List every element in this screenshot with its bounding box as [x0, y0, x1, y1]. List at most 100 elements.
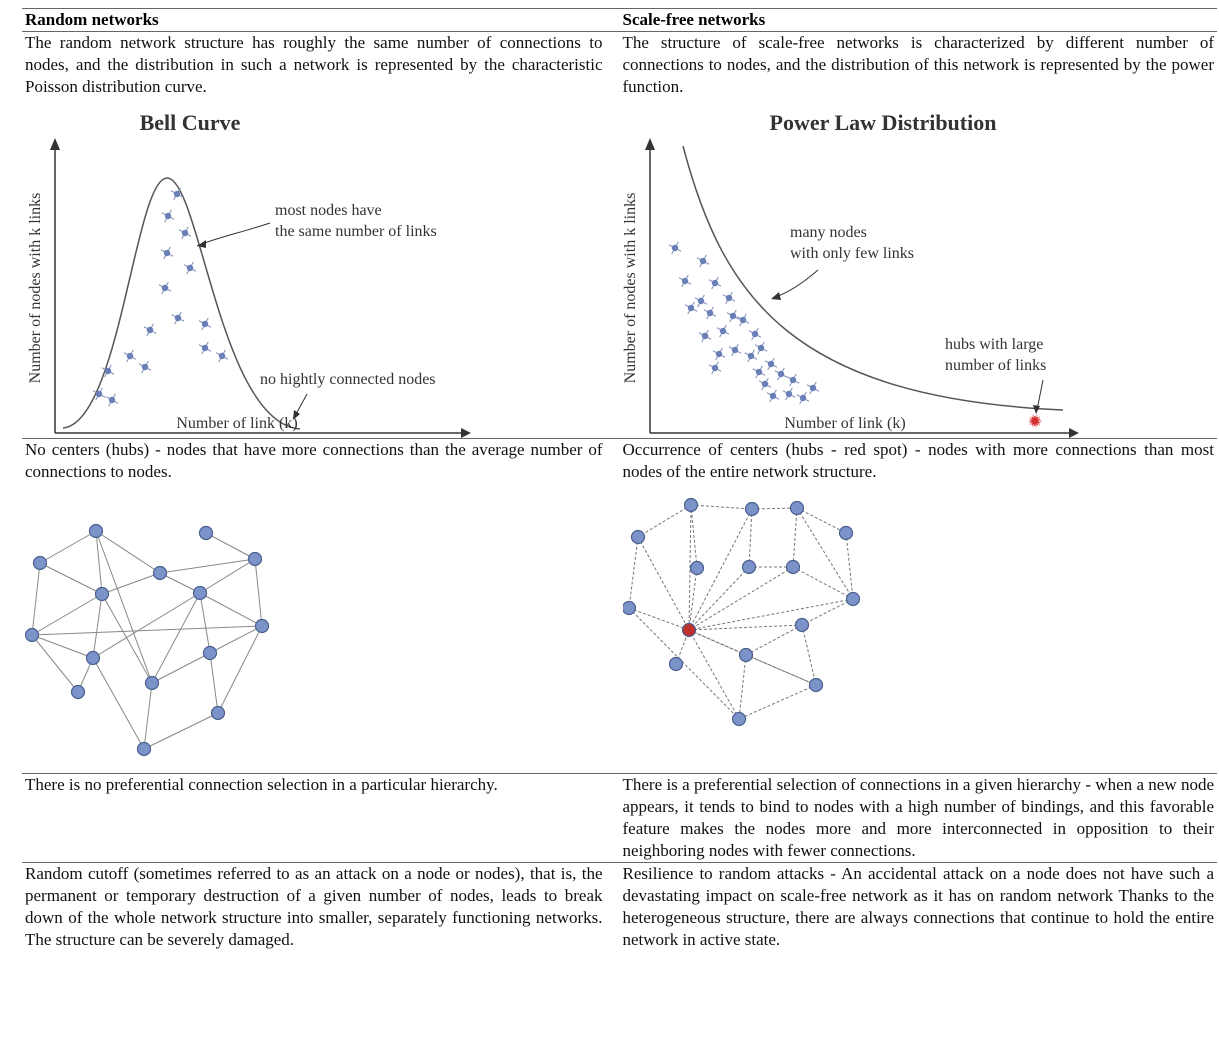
node: [711, 280, 717, 286]
node: [729, 313, 735, 319]
node: [681, 278, 687, 284]
node: [164, 250, 170, 256]
node: [142, 364, 148, 370]
edge: [160, 559, 255, 573]
node: [202, 321, 208, 327]
edge: [93, 658, 144, 749]
node: [739, 317, 745, 323]
node: [715, 351, 721, 357]
node: [809, 679, 822, 692]
node: [147, 327, 153, 333]
node: [202, 345, 208, 351]
edge: [32, 563, 40, 635]
node: [669, 658, 682, 671]
node: [769, 393, 775, 399]
y-axis-label: Number of nodes with k links: [27, 193, 44, 384]
bell-curve-figure: Bell Curve Number of nodes with k links …: [25, 98, 610, 438]
edge: [629, 608, 739, 719]
node: [742, 561, 755, 574]
edge: [255, 559, 262, 626]
node: [105, 368, 111, 374]
node: [200, 527, 213, 540]
node: [87, 652, 100, 665]
node: [701, 333, 707, 339]
node: [761, 381, 767, 387]
node: [789, 377, 795, 383]
node: [187, 265, 193, 271]
node: [747, 353, 753, 359]
node: [757, 345, 763, 351]
node: [90, 525, 103, 538]
node: [785, 391, 791, 397]
cell-text: The random network structure has roughly…: [25, 32, 603, 98]
node: [751, 331, 757, 337]
node: [846, 593, 859, 606]
edge: [797, 508, 846, 533]
node: [127, 353, 133, 359]
node: [697, 298, 703, 304]
node: [175, 315, 181, 321]
node: [790, 502, 803, 515]
annotation: no hightly connected nodes: [260, 371, 436, 388]
edge: [200, 559, 255, 593]
edge: [32, 626, 262, 635]
node: [725, 295, 731, 301]
x-axis-label: Number of link (k): [784, 415, 905, 432]
node: [732, 713, 745, 726]
node: [745, 503, 758, 516]
edge: [210, 653, 218, 713]
annotation: the same number of links: [275, 223, 437, 240]
node: [109, 397, 115, 403]
edge: [689, 630, 739, 719]
edge: [200, 593, 262, 626]
edge: [102, 573, 160, 594]
node: [690, 562, 703, 575]
node: [699, 258, 705, 264]
node: [755, 369, 761, 375]
power-law-figure: Power Law Distribution Number of nodes w…: [623, 98, 1208, 438]
edge: [749, 509, 752, 567]
random-network-diagram: [25, 483, 610, 773]
cell-text: There is no preferential connection sele…: [25, 774, 603, 796]
edge: [93, 594, 102, 658]
node: [687, 305, 693, 311]
edge: [40, 531, 96, 563]
x-axis-label: Number of link (k): [176, 415, 297, 432]
edge: [210, 626, 262, 653]
annotation: hubs with large: [945, 336, 1043, 353]
node: [706, 310, 712, 316]
header-cell: Scale-free networks: [620, 9, 1218, 32]
edge: [32, 594, 102, 635]
node: [138, 743, 151, 756]
node: [96, 588, 109, 601]
comparison-table: Random networks Scale-free networks The …: [22, 8, 1217, 951]
node: [154, 567, 167, 580]
edge: [93, 593, 200, 658]
edge: [802, 625, 816, 685]
node: [26, 629, 39, 642]
node: [671, 245, 677, 251]
edge: [96, 531, 160, 573]
edge: [218, 626, 262, 713]
node: [72, 686, 85, 699]
node: [162, 285, 168, 291]
node: [204, 647, 217, 660]
node: [96, 391, 102, 397]
node: [182, 230, 188, 236]
edge: [102, 594, 152, 683]
edge: [152, 653, 210, 683]
edge: [739, 685, 816, 719]
cell-text: No centers (hubs) - nodes that have more…: [25, 439, 603, 483]
edge: [638, 537, 689, 630]
edge: [793, 508, 797, 567]
node: [719, 328, 725, 334]
node: [219, 353, 225, 359]
edge: [802, 599, 853, 625]
hub-node: [682, 624, 695, 637]
header-cell: Random networks: [22, 9, 620, 32]
node: [839, 527, 852, 540]
edge: [638, 505, 691, 537]
cell-text: Resilience to random attacks - An accide…: [623, 863, 1215, 951]
cell-text: The structure of scale-free networks is …: [623, 32, 1215, 98]
annotation: most nodes have: [275, 202, 382, 219]
